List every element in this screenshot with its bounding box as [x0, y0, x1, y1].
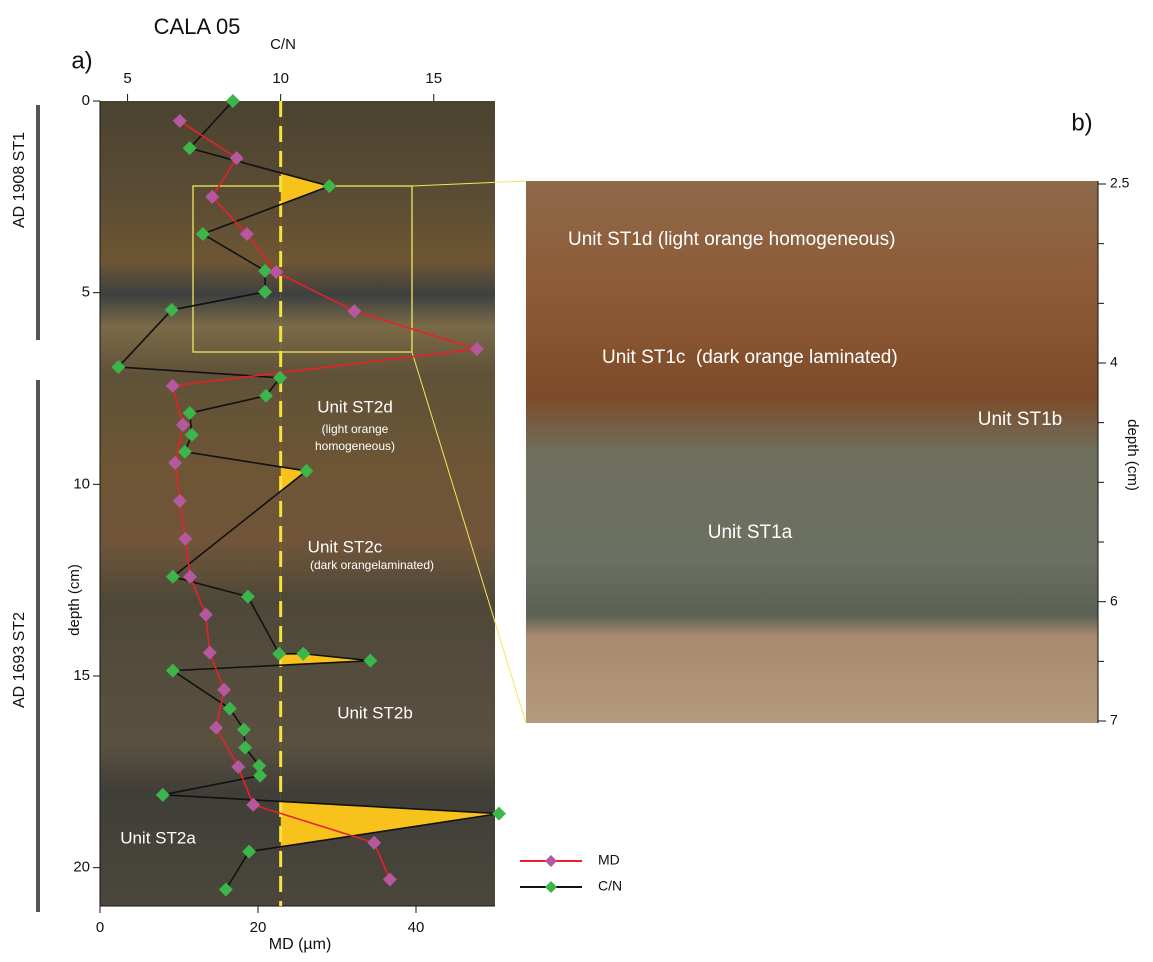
- data-point: [242, 844, 257, 859]
- data-point: [491, 806, 506, 821]
- data-point: [165, 569, 180, 584]
- data-point: [164, 302, 179, 317]
- data-point: [258, 388, 273, 403]
- y-tick-label: 0: [82, 92, 90, 109]
- annotation: homogeneous): [315, 439, 395, 453]
- data-point: [195, 227, 210, 242]
- data-point: [205, 189, 220, 204]
- period-bar: [36, 105, 40, 340]
- data-point: [175, 417, 190, 432]
- data-point: [347, 304, 362, 319]
- data-point: [258, 284, 273, 299]
- annotation: Unit ST2c: [308, 537, 383, 556]
- x-tick-label: 40: [408, 919, 425, 936]
- core-image: [100, 101, 495, 906]
- data-point: [222, 701, 237, 716]
- data-point: [198, 607, 213, 622]
- excess-area: [280, 101, 499, 890]
- x2-tick-label: 5: [123, 70, 131, 87]
- data-point: [382, 872, 397, 887]
- data-point: [184, 427, 199, 442]
- period-label: AD 1908 ST1: [11, 132, 28, 228]
- period-label: AD 1693 ST2: [11, 612, 28, 708]
- y-tick-label: 10: [73, 475, 90, 492]
- y-tick-label: 4: [1110, 354, 1118, 370]
- y-tick-label: 7: [1110, 712, 1118, 728]
- zoom-line: [411, 180, 527, 187]
- x-tick-label: 0: [96, 919, 104, 936]
- legend-marker: [545, 855, 557, 867]
- legend-label: C/N: [598, 878, 622, 894]
- data-point: [299, 463, 314, 478]
- data-point: [273, 370, 288, 385]
- data-point: [272, 646, 287, 661]
- data-point: [252, 758, 267, 773]
- data-point: [258, 263, 273, 278]
- annotation: Unit ST2b: [337, 703, 413, 722]
- data-point: [253, 768, 268, 783]
- annotation: Unit ST1a: [708, 522, 793, 543]
- y-tick-label: 20: [73, 859, 90, 876]
- y-tick-label: 6: [1110, 592, 1118, 608]
- legend-label: MD: [598, 852, 620, 868]
- data-point: [225, 94, 240, 108]
- data-point: [165, 663, 180, 678]
- legend-marker: [545, 881, 557, 893]
- x2-tick-label: 10: [272, 70, 289, 87]
- y-axis-label: depth (cm): [1124, 419, 1141, 491]
- data-point: [209, 720, 224, 735]
- chart-title: CALA 05: [154, 14, 241, 39]
- annotation: Unit ST1b: [978, 409, 1062, 430]
- data-point: [182, 406, 197, 421]
- data-point: [269, 264, 284, 279]
- data-point: [172, 493, 187, 508]
- data-point: [238, 740, 253, 755]
- panel-label: a): [71, 47, 92, 74]
- annotation: (light orange: [322, 422, 389, 436]
- data-point: [172, 113, 187, 128]
- core-photo: [526, 181, 1098, 723]
- y-tick-label: 15: [73, 667, 90, 684]
- data-point: [231, 759, 246, 774]
- panel-label: b): [1071, 109, 1092, 136]
- data-point: [229, 151, 244, 166]
- data-point: [322, 179, 337, 194]
- data-point: [155, 787, 170, 802]
- data-point: [182, 141, 197, 156]
- y-axis-label: depth (cm): [66, 564, 83, 636]
- data-point: [177, 444, 192, 459]
- data-point: [183, 569, 198, 584]
- data-point: [178, 531, 193, 546]
- data-point: [168, 455, 183, 470]
- data-point: [165, 378, 180, 393]
- annotation: Unit ST1c (dark orange laminated): [602, 347, 898, 368]
- data-point: [246, 797, 261, 812]
- data-point: [239, 227, 254, 242]
- data-point: [217, 682, 232, 697]
- annotation: (dark orangelaminated): [310, 558, 434, 572]
- annotation: Unit ST2a: [120, 828, 196, 847]
- annotation: Unit ST2d: [317, 397, 393, 416]
- period-bar: [36, 380, 40, 912]
- x2-axis-label: C/N: [270, 36, 296, 53]
- zoom-line: [411, 351, 527, 724]
- x-axis-label: MD (µm): [269, 936, 332, 953]
- data-point: [296, 646, 311, 661]
- data-point: [240, 589, 255, 604]
- data-point: [367, 835, 382, 850]
- data-point: [236, 722, 251, 737]
- x2-tick-label: 15: [425, 70, 442, 87]
- data-point: [469, 342, 484, 357]
- y-tick-label: 5: [82, 284, 90, 301]
- data-point: [202, 645, 217, 660]
- annotation: Unit ST1d (light orange homogeneous): [568, 229, 895, 250]
- y-tick-label: 2.5: [1110, 175, 1130, 191]
- data-point: [111, 360, 126, 375]
- data-point: [218, 882, 233, 897]
- data-point: [363, 653, 378, 668]
- x-tick-label: 20: [250, 919, 267, 936]
